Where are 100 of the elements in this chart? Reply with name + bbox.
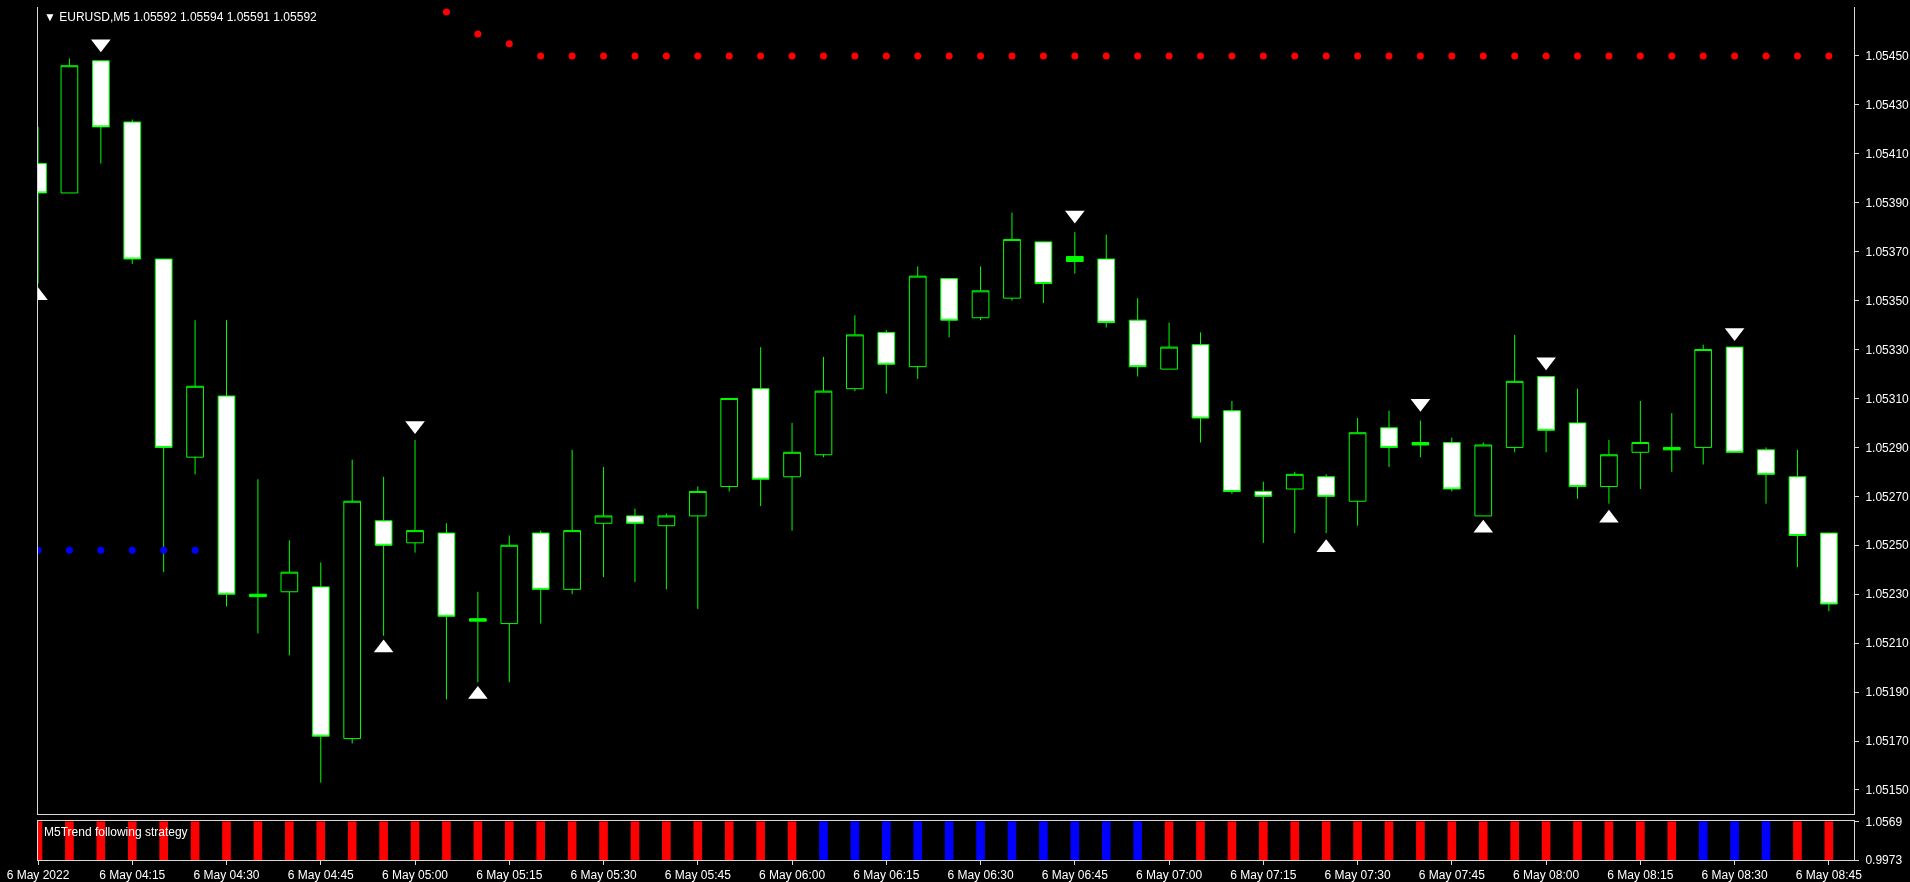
- y-tick-label: 1.05390: [1865, 195, 1910, 210]
- x-tick-label: 6 May 05:00: [382, 868, 449, 882]
- point: [1071, 52, 1079, 60]
- candlestick: [1003, 212, 1021, 302]
- y-tick-label: 1.05450: [1865, 49, 1910, 64]
- point: [1479, 52, 1487, 60]
- y-tick-label: 1.05250: [1865, 538, 1910, 553]
- candlestick: [1065, 231, 1084, 275]
- candlestick: [343, 459, 362, 744]
- x-tick-label: 6 May 07:00: [1136, 868, 1203, 882]
- point: [945, 52, 953, 60]
- y-tick-label: 1.05150: [1865, 783, 1910, 798]
- x-tick-label: 6 May 07:45: [1418, 868, 1486, 882]
- point: [1165, 52, 1173, 60]
- y-tick-label: 1.05330: [1865, 342, 1910, 357]
- candlestick: [940, 278, 958, 338]
- point: [1291, 52, 1299, 60]
- x-tick-label: 6 May 08:30: [1701, 868, 1768, 882]
- point: [191, 546, 199, 554]
- x-tick-label: 6 May 06:45: [1041, 868, 1109, 882]
- x-tick-label: 6 May 06:15: [853, 868, 920, 882]
- candlestick: [406, 439, 424, 554]
- point: [1542, 52, 1550, 60]
- candlestick: [531, 530, 550, 625]
- point: [97, 546, 105, 554]
- x-tick-label: 6 May 08:45: [1795, 868, 1863, 882]
- candlestick: [469, 591, 487, 683]
- candlestick: [1254, 481, 1273, 544]
- candlestick: [500, 535, 519, 683]
- candlestick: [594, 466, 613, 578]
- candlestick: [154, 258, 173, 573]
- candlestick: [123, 119, 142, 265]
- point: [694, 52, 702, 60]
- candlestick: [1285, 471, 1304, 534]
- candlestick: [1757, 446, 1775, 505]
- point: [1731, 52, 1739, 60]
- candlestick: [783, 422, 801, 532]
- point: [1699, 52, 1707, 60]
- point: [1793, 52, 1801, 60]
- x-tick-label: 6 May 05:15: [476, 868, 543, 882]
- point: [600, 52, 608, 60]
- point: [662, 52, 670, 60]
- point: [1385, 52, 1393, 60]
- x-tick-label: 6 May 08:00: [1513, 868, 1580, 882]
- point: [1511, 52, 1519, 60]
- y-tick-label: 1.05170: [1865, 734, 1910, 749]
- x-tick-label: 6 May 04:30: [193, 868, 260, 882]
- y-tick-label: 1.05410: [1865, 147, 1910, 161]
- x-tick-label: 6 May 04:15: [99, 868, 166, 882]
- candlestick: [437, 522, 456, 700]
- candlestick: [1600, 439, 1618, 505]
- point: [1448, 52, 1456, 60]
- y-tick-label: 1.05190: [1865, 685, 1910, 700]
- x-tick-label: 6 May 07:30: [1324, 868, 1391, 882]
- x-tick-label: 6 May 06:30: [947, 868, 1014, 882]
- x-tick-label: 6 May 05:30: [570, 868, 637, 882]
- candlestick: [1442, 437, 1461, 492]
- point: [977, 52, 985, 60]
- candlestick: [1348, 417, 1367, 527]
- x-tick-label: 6 May 06:00: [759, 868, 826, 882]
- candlestick: [1191, 331, 1210, 444]
- point: [474, 30, 482, 38]
- candlestick: [60, 57, 79, 194]
- candlestick: [1820, 532, 1838, 612]
- point: [1354, 52, 1362, 60]
- point: [128, 546, 136, 554]
- candlestick: [563, 449, 581, 595]
- candlestick: [908, 265, 927, 380]
- candlestick: [1662, 412, 1681, 473]
- y-tick-label: 1.05210: [1865, 636, 1910, 651]
- point: [1636, 52, 1644, 60]
- point: [1762, 52, 1770, 60]
- candlestick: [877, 329, 896, 395]
- candlestick: [626, 508, 644, 583]
- point: [851, 52, 859, 60]
- point: [1668, 52, 1676, 60]
- chart-title: ▼ EURUSD,M5 1.05592 1.05594 1.05591 1.05592: [44, 10, 318, 24]
- x-tick-label: 6 May 2022: [6, 868, 70, 882]
- candlestick: [217, 319, 236, 607]
- candlestick: [814, 356, 833, 458]
- point: [725, 52, 733, 60]
- point: [1008, 52, 1016, 60]
- point: [1605, 52, 1613, 60]
- candlestick: [1223, 400, 1241, 495]
- point: [1599, 509, 1619, 523]
- y-tick-label: 0.9973: [1865, 853, 1903, 868]
- candlestick: [186, 319, 204, 475]
- point: [1322, 52, 1330, 60]
- y-tick-label: 1.05350: [1865, 293, 1910, 308]
- candlestick: [249, 478, 267, 634]
- candlestick: [1034, 241, 1053, 304]
- y-tick-label: 1.05290: [1865, 440, 1910, 455]
- y-tick-label: 1.05270: [1865, 489, 1910, 504]
- candlestick: [751, 346, 770, 507]
- candlestick: [1317, 473, 1336, 534]
- x-tick-label: 6 May 07:15: [1230, 868, 1297, 882]
- point: [788, 52, 796, 60]
- candlestick: [971, 265, 990, 321]
- point: [1039, 52, 1047, 60]
- point: [1134, 52, 1142, 60]
